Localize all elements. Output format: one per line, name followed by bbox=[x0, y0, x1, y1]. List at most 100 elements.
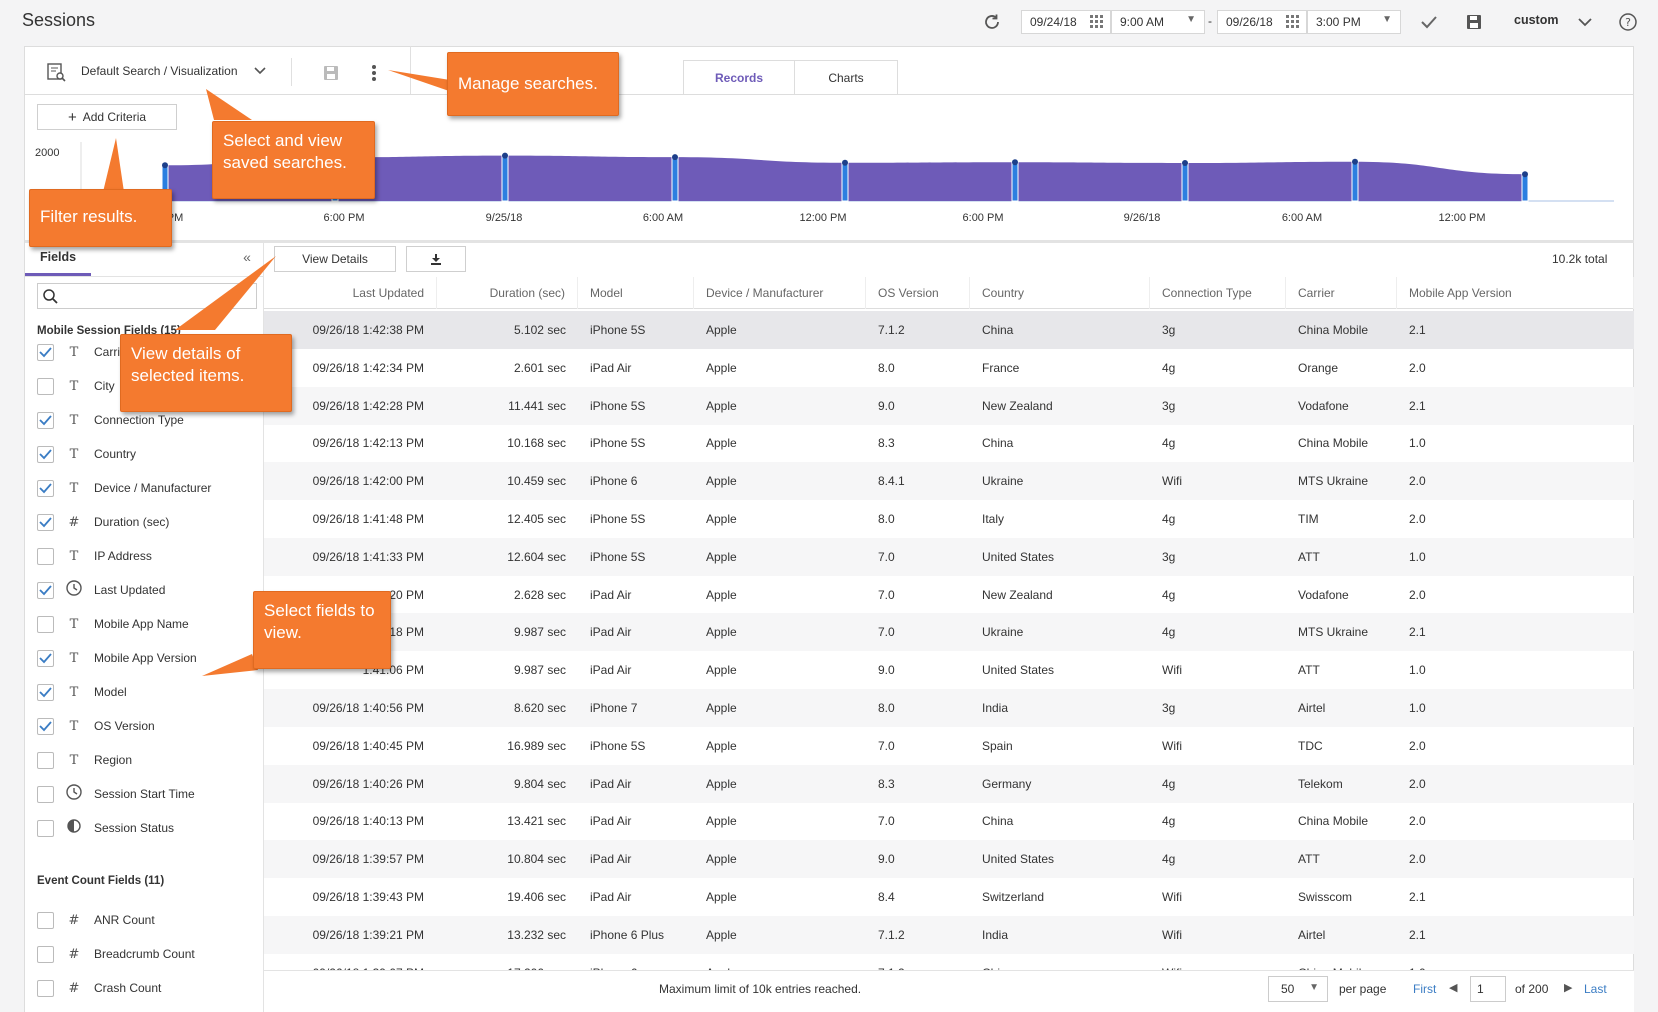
data-point[interactable] bbox=[1352, 158, 1358, 165]
field-item[interactable]: # Breadcrumb Count bbox=[37, 944, 195, 964]
data-point[interactable] bbox=[162, 162, 168, 169]
field-checkbox[interactable] bbox=[37, 445, 54, 463]
collapse-icon[interactable]: « bbox=[243, 249, 251, 265]
page-input[interactable]: 1 bbox=[1470, 976, 1506, 1002]
data-point-marker[interactable] bbox=[841, 162, 849, 202]
table-row[interactable]: 09/26/18 1:40:56 PM 8.620 sec iPhone 7 Appl… bbox=[264, 689, 1634, 727]
column-header[interactable]: Carrier bbox=[1286, 277, 1397, 309]
chevron-down-icon[interactable] bbox=[252, 64, 268, 78]
saved-search-select[interactable]: Default Search / Visualization bbox=[81, 64, 238, 78]
field-item[interactable]: Session Start Time bbox=[37, 784, 195, 804]
field-checkbox[interactable] bbox=[37, 479, 54, 497]
start-date-field[interactable]: 09/24/18 bbox=[1021, 10, 1111, 34]
field-item[interactable]: T Device / Manufacturer bbox=[37, 478, 211, 498]
field-checkbox[interactable] bbox=[37, 411, 54, 429]
field-checkbox[interactable] bbox=[37, 581, 54, 599]
download-button[interactable] bbox=[406, 246, 466, 272]
data-point-marker[interactable] bbox=[1351, 161, 1359, 202]
field-checkbox[interactable] bbox=[37, 819, 54, 837]
column-header[interactable]: Last Updated bbox=[264, 277, 437, 309]
save-search-icon[interactable] bbox=[320, 62, 342, 84]
column-header[interactable]: Duration (sec) bbox=[437, 277, 578, 309]
table-row[interactable]: 09/26/18 1:42:13 PM 10.168 sec iPhone 5S Ap… bbox=[264, 424, 1634, 462]
end-time-select[interactable]: 3:00 PM ▼ bbox=[1307, 10, 1401, 34]
field-item[interactable]: T Model bbox=[37, 682, 127, 702]
table-row[interactable]: 09/26/18 1:42:34 PM 2.601 sec iPad Air Appl… bbox=[264, 349, 1634, 387]
field-item[interactable]: T Country bbox=[37, 444, 136, 464]
data-point-marker[interactable] bbox=[1181, 162, 1189, 202]
field-item[interactable]: T Connection Type bbox=[37, 410, 184, 430]
field-item[interactable]: T Mobile App Version bbox=[37, 648, 197, 668]
saved-search-icon[interactable] bbox=[44, 60, 68, 84]
column-header[interactable]: Device / Manufacturer bbox=[694, 277, 866, 309]
table-row[interactable]: 09/26/18 1:42:00 PM 10.459 sec iPhone 6 App… bbox=[264, 462, 1634, 501]
data-point[interactable] bbox=[1182, 160, 1188, 167]
table-row[interactable]: 09/26/18 1:39:57 PM 10.804 sec iPad Air App… bbox=[264, 840, 1634, 879]
table-row[interactable]: 1:41:06 PM 9.987 sec iPad Air Apple 9.0 Unite… bbox=[264, 651, 1634, 689]
calendar-icon[interactable] bbox=[1090, 15, 1104, 32]
column-header[interactable]: Mobile App Version bbox=[1397, 277, 1634, 309]
column-header[interactable]: Model bbox=[578, 277, 694, 309]
more-options-icon[interactable] bbox=[366, 62, 382, 84]
session-volume-chart[interactable]: 2000 PM 6:00 PM 9/25/18 6:00 AM 12:00 PM 6:00 … bbox=[25, 140, 1634, 236]
save-icon[interactable] bbox=[1462, 10, 1486, 34]
table-row[interactable]: 09/26/18 1:39:43 PM 19.406 sec iPad Air App… bbox=[264, 878, 1634, 916]
field-checkbox[interactable] bbox=[37, 717, 54, 735]
data-point-marker[interactable] bbox=[671, 156, 679, 202]
end-date-field[interactable]: 09/26/18 bbox=[1217, 10, 1307, 34]
field-item[interactable]: T Mobile App Name bbox=[37, 614, 189, 634]
table-row[interactable]: :18 PM 9.987 sec iPad Air Apple 7.0 Ukraine 4g… bbox=[264, 613, 1634, 652]
field-item[interactable]: # ANR Count bbox=[37, 910, 155, 930]
field-item[interactable]: Session Status bbox=[37, 818, 174, 838]
refresh-icon[interactable] bbox=[980, 10, 1004, 34]
table-row[interactable]: 09/26/18 1:42:28 PM 11.441 sec iPhone 5S Ap… bbox=[264, 386, 1634, 425]
field-item[interactable]: T OS Version bbox=[37, 716, 155, 736]
field-checkbox[interactable] bbox=[37, 513, 54, 531]
data-point-marker[interactable] bbox=[1011, 161, 1019, 202]
fields-tab[interactable]: Fields bbox=[40, 250, 77, 264]
data-point-marker[interactable] bbox=[501, 155, 509, 202]
field-checkbox[interactable] bbox=[37, 911, 54, 929]
field-checkbox[interactable] bbox=[37, 785, 54, 803]
calendar-icon[interactable] bbox=[1286, 15, 1300, 32]
per-page-select[interactable]: 50 ▼ bbox=[1268, 976, 1328, 1002]
field-item[interactable]: # Duration (sec) bbox=[37, 512, 169, 532]
data-point[interactable] bbox=[1012, 159, 1018, 166]
tab-records[interactable]: Records bbox=[683, 60, 795, 94]
field-item[interactable]: # Crash Count bbox=[37, 978, 161, 998]
field-checkbox[interactable] bbox=[37, 377, 54, 395]
table-row[interactable]: 09/26/18 1:40:45 PM 16.989 sec iPhone 5S Ap… bbox=[264, 727, 1634, 765]
field-checkbox[interactable] bbox=[37, 979, 54, 997]
data-point[interactable] bbox=[672, 154, 678, 161]
data-point-marker[interactable] bbox=[1521, 173, 1529, 202]
range-select[interactable]: custom bbox=[1514, 13, 1558, 27]
help-icon[interactable]: ? bbox=[1617, 11, 1639, 33]
add-criteria-button[interactable]: + Add Criteria bbox=[37, 104, 177, 130]
field-checkbox[interactable] bbox=[37, 615, 54, 633]
table-row[interactable]: 09/26/18 1:41:48 PM 12.405 sec iPhone 5S Ap… bbox=[264, 500, 1634, 538]
prev-page-icon[interactable]: ◀ bbox=[1449, 982, 1458, 994]
table-row[interactable]: 09/26/18 1:41:33 PM 12.604 sec iPhone 5S Ap… bbox=[264, 537, 1634, 576]
field-checkbox[interactable] bbox=[37, 547, 54, 565]
table-row[interactable]: 09/26/18 1:40:26 PM 9.804 sec iPad Air Appl… bbox=[264, 764, 1634, 803]
tab-charts[interactable]: Charts bbox=[795, 60, 898, 94]
table-row[interactable]: 09/26/18 1:42:38 PM 5.102 sec iPhone 5S App… bbox=[264, 311, 1634, 349]
start-time-select[interactable]: 9:00 AM ▼ bbox=[1111, 10, 1205, 34]
field-search-input[interactable] bbox=[37, 283, 257, 309]
field-item[interactable]: T Carrier bbox=[37, 342, 131, 362]
next-page-icon[interactable]: ▶ bbox=[1564, 982, 1573, 994]
field-item[interactable]: T IP Address bbox=[37, 546, 152, 566]
table-row[interactable]: 09/26/18 1:39:21 PM 13.232 sec iPhone 6 Pl… bbox=[264, 915, 1634, 954]
apply-check-icon[interactable] bbox=[1417, 10, 1441, 34]
field-item[interactable]: T Region bbox=[37, 750, 132, 770]
column-header[interactable]: OS Version bbox=[866, 277, 970, 309]
data-point[interactable] bbox=[1522, 171, 1528, 178]
field-item[interactable]: T City bbox=[37, 376, 115, 396]
field-checkbox[interactable] bbox=[37, 343, 54, 361]
field-checkbox[interactable] bbox=[37, 683, 54, 701]
data-point[interactable] bbox=[502, 152, 508, 159]
chevron-down-icon[interactable] bbox=[1576, 12, 1594, 32]
data-point[interactable] bbox=[842, 159, 848, 166]
last-page-link[interactable]: Last bbox=[1584, 982, 1607, 996]
